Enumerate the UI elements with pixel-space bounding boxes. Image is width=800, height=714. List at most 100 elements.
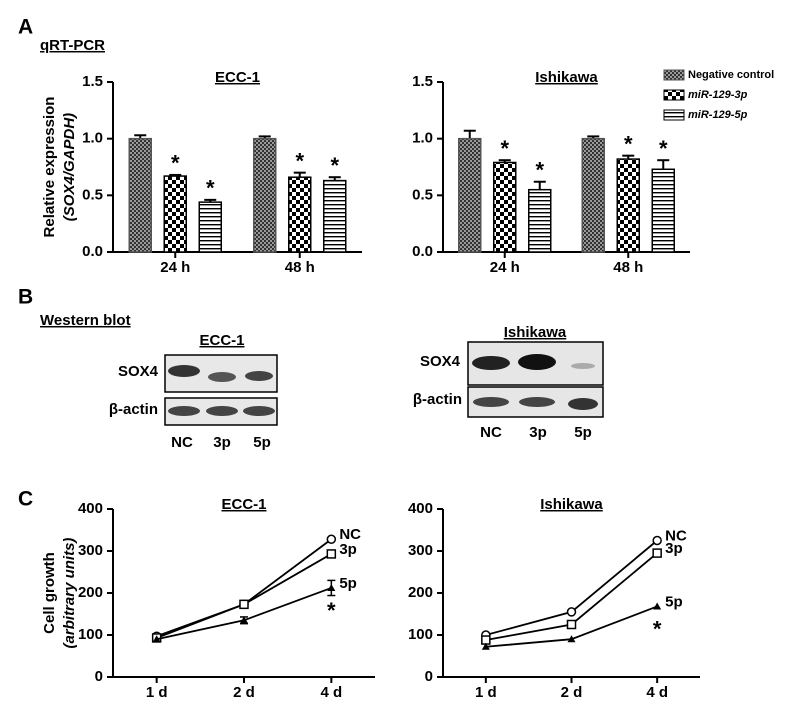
significance: *	[653, 616, 662, 641]
x-tick-label: 2 d	[233, 684, 255, 701]
y-tick-label: 0	[95, 668, 103, 685]
marker	[566, 619, 577, 630]
marker	[240, 616, 248, 624]
bar	[288, 176, 312, 253]
y-tick-label: 0.0	[412, 243, 433, 260]
panel-letter: B	[18, 286, 33, 309]
blot-lane-label: NC	[171, 434, 193, 451]
legend-swatch	[663, 69, 685, 81]
y-tick-label: 0.5	[82, 186, 103, 203]
y-tick-label: 200	[78, 584, 103, 601]
marker	[326, 549, 337, 559]
blot-lane-label: 5p	[574, 424, 592, 441]
significance: *	[500, 136, 509, 161]
y-tick-label: 0.5	[412, 186, 433, 203]
y-tick-label: 0	[425, 668, 433, 685]
x-tick-label: 48 h	[285, 259, 315, 276]
blot-lane-label: 3p	[213, 434, 231, 451]
y-tick-label: 200	[408, 584, 433, 601]
marker	[652, 535, 662, 546]
blot-band	[243, 406, 275, 416]
blot-band	[168, 406, 200, 416]
significance: *	[327, 598, 336, 623]
y-tick-label: 1.5	[82, 73, 103, 90]
y-axis-label: (SOX4/GAPDH)	[61, 113, 78, 221]
series-label: 3p	[665, 540, 683, 557]
x-tick-label: 1 d	[146, 684, 168, 701]
x-tick-label: 48 h	[613, 259, 643, 276]
y-tick-label: 100	[408, 626, 433, 643]
x-tick-label: 4 d	[320, 684, 342, 701]
panel-letter: A	[18, 16, 33, 39]
bar	[528, 188, 552, 253]
y-tick-label: 0.0	[82, 243, 103, 260]
marker	[567, 635, 576, 643]
blot-band	[206, 406, 238, 416]
blot-band	[473, 397, 509, 407]
series-label: 5p	[339, 575, 357, 592]
blot-band	[245, 371, 273, 381]
series-label: 3p	[339, 541, 357, 558]
marker	[152, 635, 161, 643]
y-tick-label: 300	[408, 542, 433, 559]
significance: *	[171, 151, 180, 176]
panel-label: qRT-PCR	[40, 37, 105, 54]
blot-band	[472, 356, 510, 370]
legend-label: miR-129-5p	[688, 109, 748, 121]
y-axis-label: Relative expression	[41, 97, 58, 238]
marker	[239, 599, 249, 610]
bar	[581, 137, 605, 253]
marker	[652, 548, 662, 558]
axis	[442, 509, 700, 678]
significance: *	[295, 148, 304, 173]
blot-lane-label: 5p	[253, 434, 271, 451]
panel-label: Western blot	[40, 312, 131, 329]
bar	[458, 137, 482, 253]
x-tick-label: 24 h	[490, 259, 520, 276]
marker	[326, 534, 337, 544]
line	[156, 587, 332, 641]
y-tick-label: 300	[78, 542, 103, 559]
series-label: NC	[665, 527, 687, 544]
blot-row-label: β-actin	[109, 401, 158, 418]
significance: *	[624, 131, 633, 156]
blot-band	[571, 363, 595, 369]
significance: *	[659, 136, 668, 161]
significance: *	[535, 158, 544, 183]
x-tick-label: 4 d	[646, 684, 668, 701]
series-label: NC	[339, 526, 361, 543]
bar	[163, 175, 187, 253]
blot-band	[568, 398, 598, 410]
blot-row-label: SOX4	[118, 363, 159, 380]
bar	[651, 168, 675, 253]
marker	[653, 602, 662, 610]
bar	[253, 137, 277, 253]
blot-band	[518, 354, 556, 370]
blot-title: Ishikawa	[504, 324, 567, 341]
y-tick-label: 1.5	[412, 73, 433, 90]
x-tick-label: 1 d	[475, 684, 497, 701]
panel-letter: C	[18, 488, 33, 511]
blot-band	[519, 397, 555, 407]
legend-label: miR-129-3p	[688, 89, 748, 101]
legend-swatch	[663, 89, 685, 101]
blot-band	[168, 365, 200, 377]
marker	[327, 583, 336, 591]
series-label: 5p	[665, 593, 683, 610]
y-axis-label: Cell growth	[41, 552, 58, 634]
marker	[566, 607, 577, 617]
significance: *	[330, 153, 339, 178]
bar	[493, 161, 517, 253]
x-tick-label: 24 h	[160, 259, 190, 276]
line	[156, 553, 332, 639]
blot-lane-label: NC	[480, 424, 502, 441]
y-tick-label: 400	[78, 500, 103, 517]
bar	[128, 137, 152, 253]
blot-row-label: SOX4	[420, 353, 461, 370]
y-tick-label: 1.0	[412, 130, 433, 147]
blot-band	[208, 372, 236, 382]
y-axis-label: (arbitrary units)	[61, 538, 78, 649]
blot-row-label: β-actin	[413, 391, 462, 408]
y-tick-label: 400	[408, 500, 433, 517]
